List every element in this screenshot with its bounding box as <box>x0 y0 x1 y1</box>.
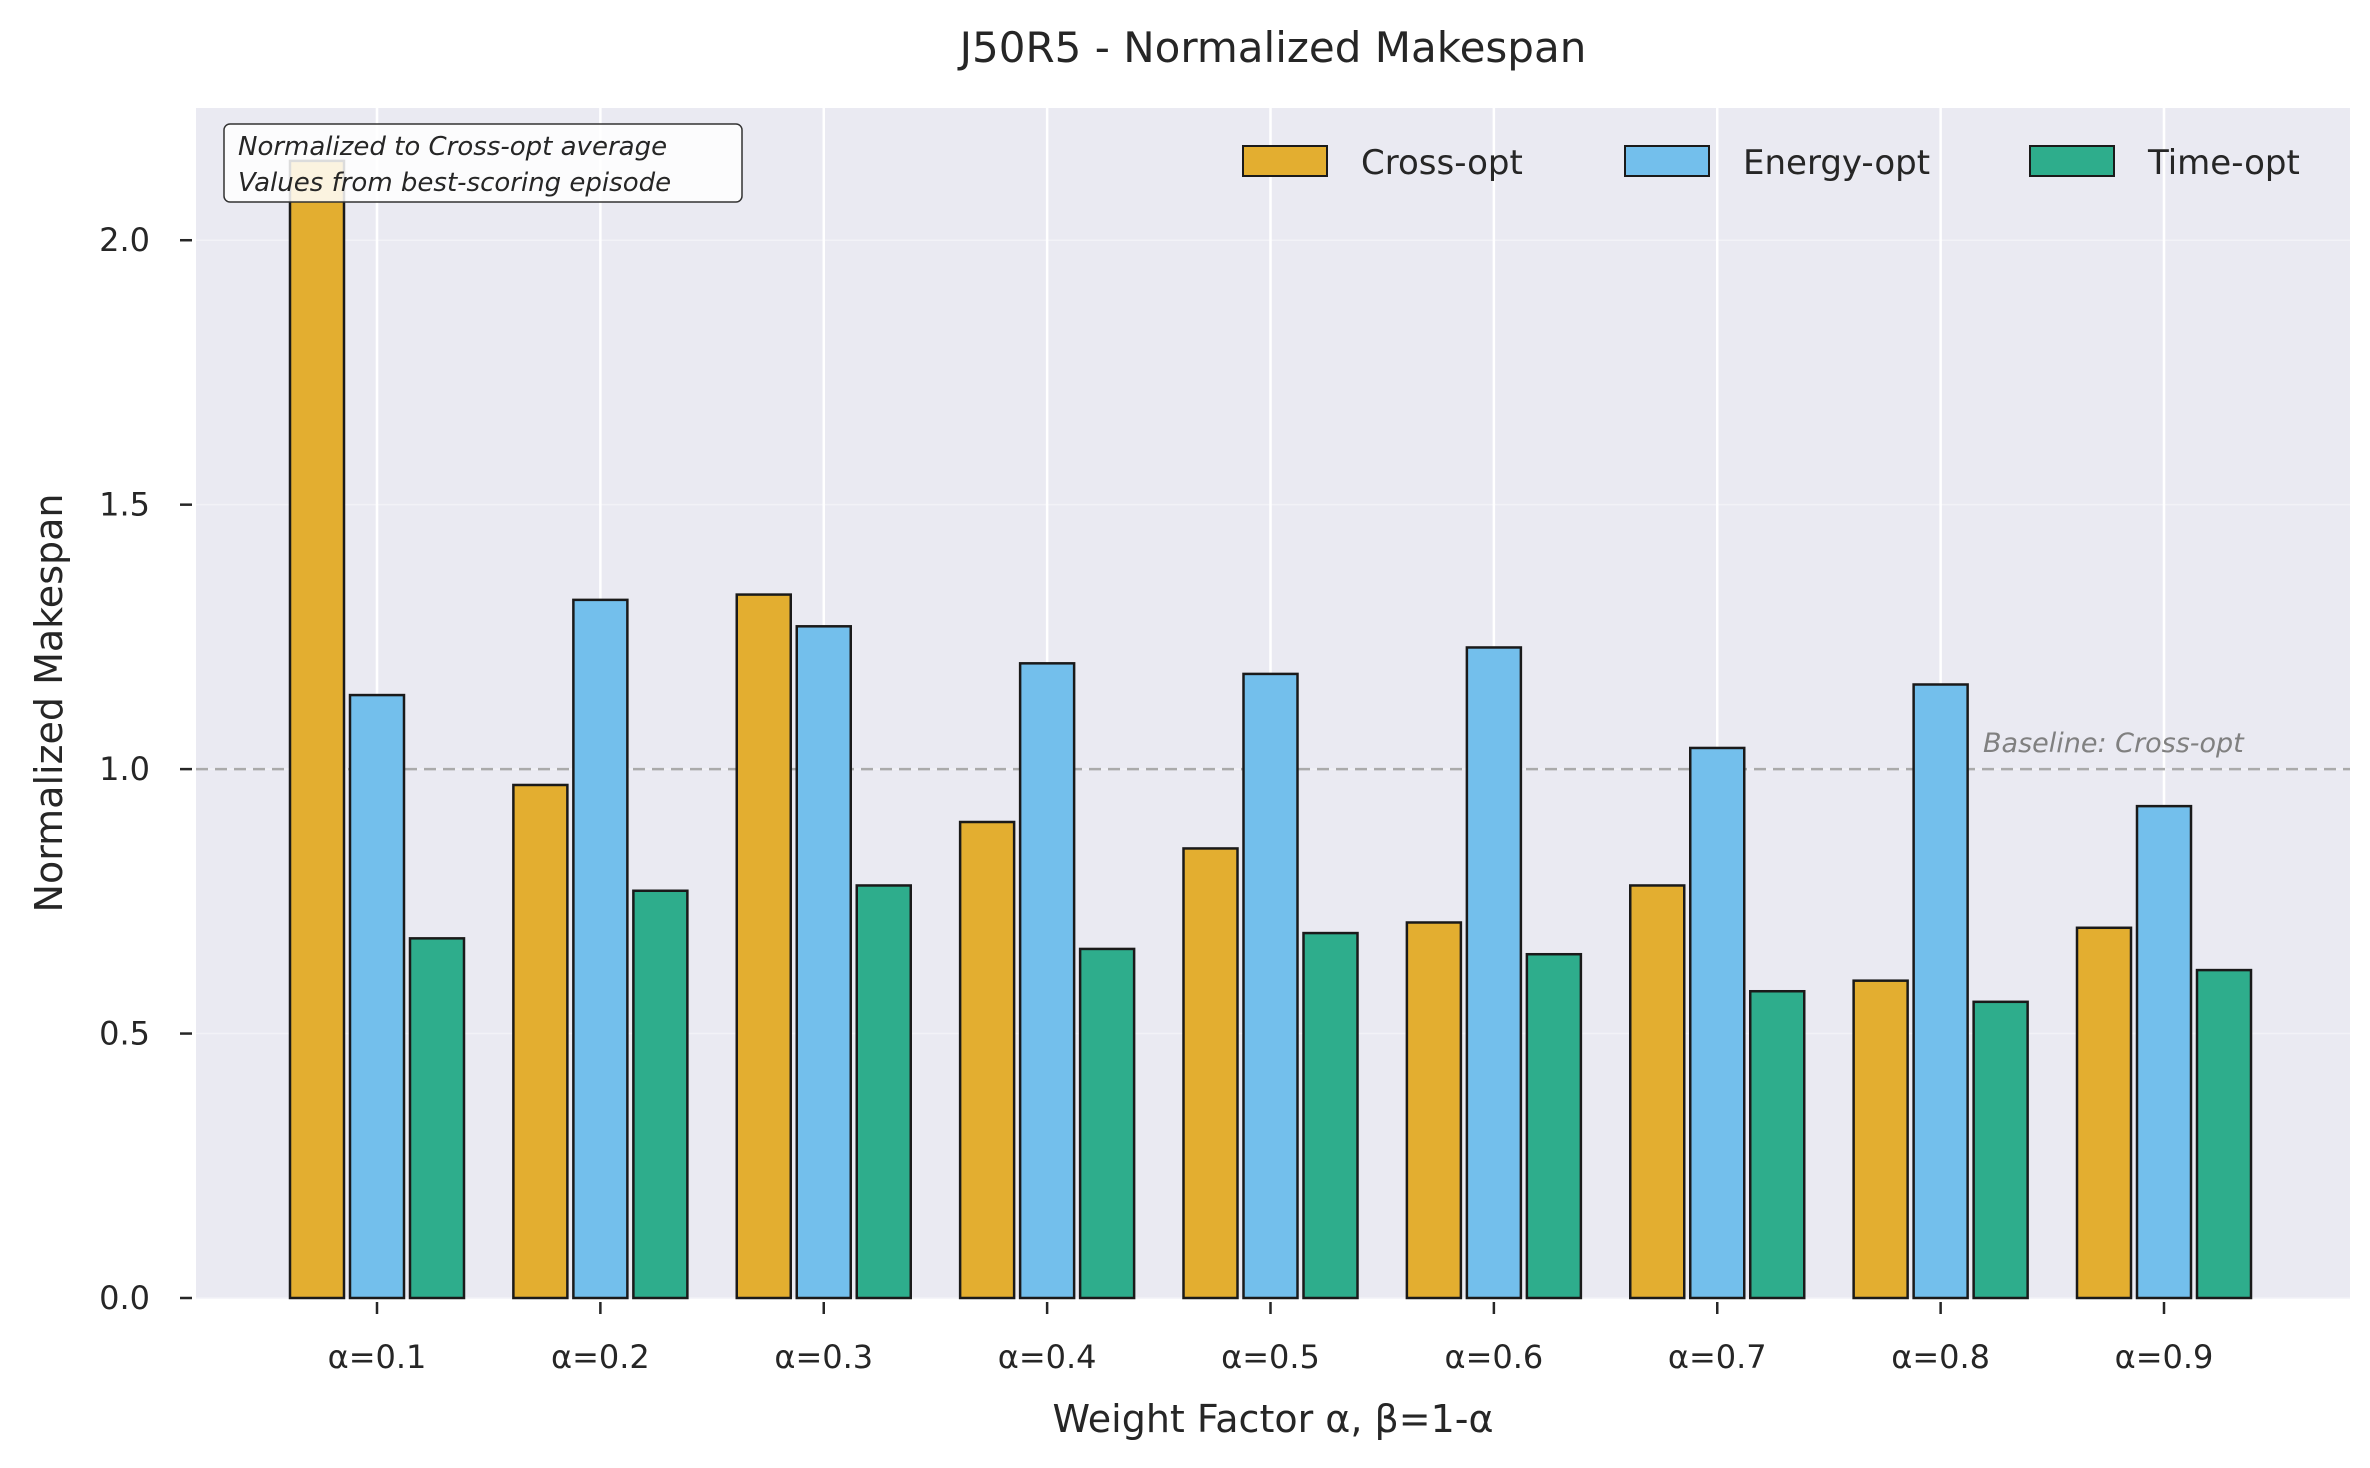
bar-cross-opt-1 <box>288 159 346 1300</box>
y-tick-label: 0.5 <box>99 1015 150 1053</box>
x-tick-label: α=0.3 <box>774 1338 873 1376</box>
bar-energy-opt-6 <box>1465 646 1523 1300</box>
x-tick-label: α=0.8 <box>1891 1338 1990 1376</box>
x-axis-label: Weight Factor α, β=1-α <box>1052 1397 1493 1441</box>
bar-energy-opt-1 <box>348 693 406 1300</box>
bar-time-opt-8 <box>1972 1000 2029 1300</box>
bar-cross-opt-5 <box>1182 847 1239 1300</box>
bar-energy-opt-8 <box>1912 683 1969 1300</box>
bar-time-opt-4 <box>1078 947 1136 1300</box>
bar-time-opt-6 <box>1525 952 1583 1300</box>
x-tick-label: α=0.7 <box>1668 1338 1767 1376</box>
bar-time-opt-1 <box>408 937 466 1300</box>
x-tick-label: α=0.5 <box>1221 1338 1320 1376</box>
x-tick-label: α=0.9 <box>2115 1338 2214 1376</box>
bar-energy-opt-4 <box>1018 662 1076 1300</box>
bar-energy-opt-7 <box>1689 746 1746 1300</box>
x-tick-label: α=0.2 <box>551 1338 650 1376</box>
bar-cross-opt-6 <box>1405 921 1463 1300</box>
legend-label-time-opt: Time-opt <box>2147 143 2300 183</box>
y-tick-label: 2.0 <box>99 221 150 259</box>
bar-cross-opt-2 <box>512 783 569 1300</box>
bar-cross-opt-3 <box>735 593 792 1300</box>
bar-cross-opt-7 <box>1629 884 1686 1300</box>
y-tick-label: 0.0 <box>99 1279 150 1317</box>
bar-energy-opt-5 <box>1242 672 1299 1300</box>
bar-time-opt-2 <box>632 889 689 1300</box>
legend: Cross-opt Energy-opt Time-opt <box>1242 143 2300 183</box>
y-tick-label: 1.0 <box>99 750 150 788</box>
legend-swatch-cross-opt <box>1242 145 1328 177</box>
bar-energy-opt-2 <box>572 598 629 1300</box>
chart-title: J50R5 - Normalized Makespan <box>957 23 1587 72</box>
bar-cross-opt-4 <box>958 820 1016 1300</box>
bar-cross-opt-9 <box>2075 926 2133 1300</box>
bar-energy-opt-3 <box>795 625 852 1300</box>
bars <box>288 159 2253 1300</box>
axis-ticks: 0.0 0.5 1.0 1.5 2.0 α=0.1 α=0.2 α=0.3 α=0.4 α=0.5… <box>99 221 2213 1376</box>
bar-energy-opt-9 <box>2135 804 2193 1300</box>
legend-swatch-time-opt <box>2029 145 2115 177</box>
y-tick-label: 1.5 <box>99 486 150 524</box>
legend-swatch-energy-opt <box>1624 145 1710 177</box>
x-tick-label: α=0.4 <box>998 1338 1097 1376</box>
bar-time-opt-5 <box>1302 931 1359 1300</box>
legend-label-cross-opt: Cross-opt <box>1361 143 1523 183</box>
bar-time-opt-3 <box>855 884 912 1300</box>
y-axis-label: Normalized Makespan <box>27 494 71 913</box>
legend-label-energy-opt: Energy-opt <box>1743 143 1930 183</box>
baseline-label: Baseline: Cross-opt <box>1983 728 2245 759</box>
bar-cross-opt-8 <box>1852 979 1909 1300</box>
baseline: Baseline: Cross-opt <box>196 728 2350 771</box>
annotation-line-1: Normalized to Cross-opt average <box>238 132 667 162</box>
annotation-line-2: Values from best-scoring episode <box>238 168 671 198</box>
bar-time-opt-7 <box>1749 989 1806 1300</box>
bar-time-opt-9 <box>2195 968 2253 1300</box>
x-tick-label: α=0.6 <box>1444 1338 1543 1376</box>
annotation-box: Normalized to Cross-opt average Values f… <box>223 123 743 203</box>
x-tick-label: α=0.1 <box>328 1338 427 1376</box>
